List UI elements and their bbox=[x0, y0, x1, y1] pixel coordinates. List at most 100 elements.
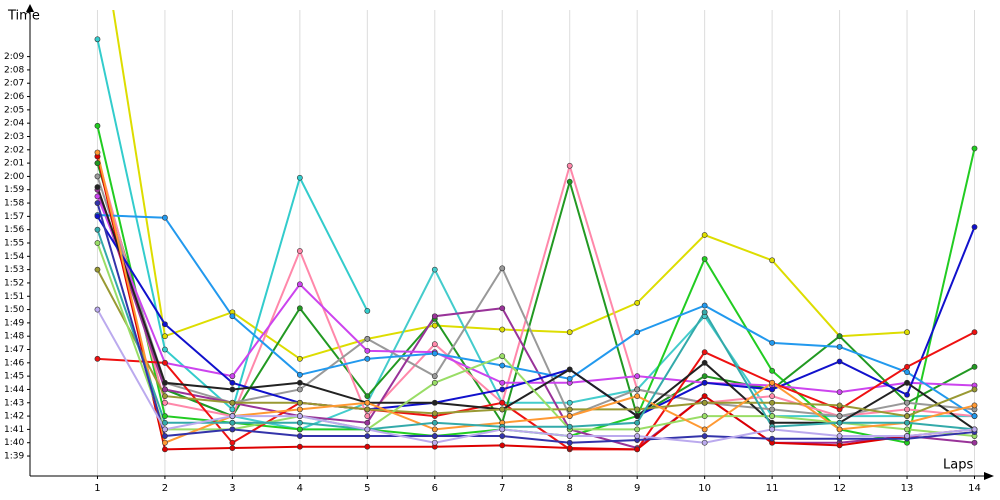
point bbox=[364, 308, 371, 314]
point bbox=[162, 379, 168, 386]
series-line bbox=[96, 152, 975, 445]
point bbox=[431, 322, 438, 329]
point bbox=[769, 406, 776, 413]
point bbox=[701, 393, 708, 400]
y-tick-label: 1:41 bbox=[4, 425, 24, 435]
point bbox=[971, 363, 978, 370]
x-axis-title: Laps bbox=[943, 458, 973, 473]
point bbox=[162, 419, 168, 426]
x-tick-label: 10 bbox=[698, 483, 711, 494]
point bbox=[364, 433, 371, 439]
point bbox=[499, 386, 506, 393]
point bbox=[431, 313, 438, 320]
point bbox=[296, 433, 303, 439]
point bbox=[971, 413, 978, 419]
y-tick-label: 2:02 bbox=[4, 145, 24, 155]
point bbox=[499, 442, 506, 449]
x-tick-label: 2 bbox=[162, 483, 168, 494]
y-tick-label: 1:46 bbox=[4, 358, 24, 368]
x-tick-label: 12 bbox=[833, 483, 846, 494]
point bbox=[701, 439, 708, 446]
point bbox=[701, 426, 708, 433]
point bbox=[701, 399, 708, 406]
point bbox=[162, 439, 168, 446]
y-tick-label: 1:42 bbox=[4, 412, 24, 422]
point bbox=[836, 402, 843, 409]
point bbox=[162, 413, 168, 419]
point bbox=[971, 329, 978, 336]
x-axis-arrow bbox=[984, 472, 994, 480]
point bbox=[94, 266, 101, 273]
point bbox=[769, 367, 776, 374]
x-tick-label: 4 bbox=[297, 483, 303, 494]
point bbox=[566, 423, 573, 430]
point bbox=[162, 321, 168, 328]
point bbox=[162, 359, 168, 366]
point bbox=[566, 439, 573, 446]
point bbox=[904, 399, 910, 406]
point bbox=[431, 439, 438, 446]
x-tick-label: 13 bbox=[901, 483, 914, 494]
point bbox=[229, 419, 236, 426]
point bbox=[431, 433, 438, 439]
point bbox=[566, 178, 573, 185]
point bbox=[701, 413, 708, 419]
series-line bbox=[96, 229, 975, 431]
point bbox=[229, 386, 236, 393]
point bbox=[94, 184, 101, 190]
point bbox=[769, 386, 776, 393]
point bbox=[296, 426, 303, 433]
y-tick-label: 1:50 bbox=[4, 305, 24, 315]
point bbox=[229, 406, 236, 413]
point bbox=[94, 200, 101, 206]
point bbox=[364, 443, 371, 450]
x-tick-label: 11 bbox=[766, 483, 779, 494]
point bbox=[701, 349, 708, 356]
point bbox=[499, 326, 506, 333]
point bbox=[296, 413, 303, 419]
y-tick-label: 1:49 bbox=[4, 318, 24, 328]
point bbox=[836, 419, 843, 426]
point bbox=[701, 379, 708, 386]
point bbox=[296, 281, 303, 288]
point bbox=[836, 426, 843, 433]
y-tick-label: 1:52 bbox=[4, 278, 24, 288]
point bbox=[431, 419, 438, 426]
point bbox=[566, 406, 573, 413]
point bbox=[364, 393, 371, 400]
point bbox=[431, 350, 438, 357]
series-line bbox=[96, 269, 975, 418]
x-tick-label: 5 bbox=[364, 483, 370, 494]
point bbox=[701, 359, 708, 366]
point bbox=[566, 399, 573, 406]
y-tick-label: 1:39 bbox=[4, 452, 24, 462]
point bbox=[364, 413, 371, 419]
point bbox=[701, 373, 708, 380]
x-tick-label: 8 bbox=[567, 483, 573, 494]
point bbox=[364, 335, 371, 342]
point bbox=[94, 173, 101, 180]
point bbox=[499, 353, 506, 360]
point bbox=[701, 302, 708, 309]
series-line bbox=[96, 215, 976, 418]
y-tick-label: 1:54 bbox=[4, 252, 24, 262]
point bbox=[904, 379, 910, 386]
point bbox=[499, 399, 506, 406]
point bbox=[836, 343, 843, 350]
y-tick-label: 1:55 bbox=[4, 239, 24, 249]
point bbox=[364, 347, 371, 354]
point bbox=[94, 306, 101, 313]
point bbox=[94, 213, 101, 220]
y-tick-label: 2:09 bbox=[4, 52, 24, 62]
point bbox=[431, 426, 438, 433]
point bbox=[904, 419, 910, 426]
y-tick-label: 1:56 bbox=[4, 225, 24, 235]
y-tick-label: 2:03 bbox=[4, 132, 24, 142]
point bbox=[566, 433, 573, 439]
point bbox=[296, 248, 303, 254]
point bbox=[296, 371, 303, 378]
point bbox=[769, 413, 776, 419]
point bbox=[701, 232, 708, 238]
point bbox=[701, 433, 708, 439]
